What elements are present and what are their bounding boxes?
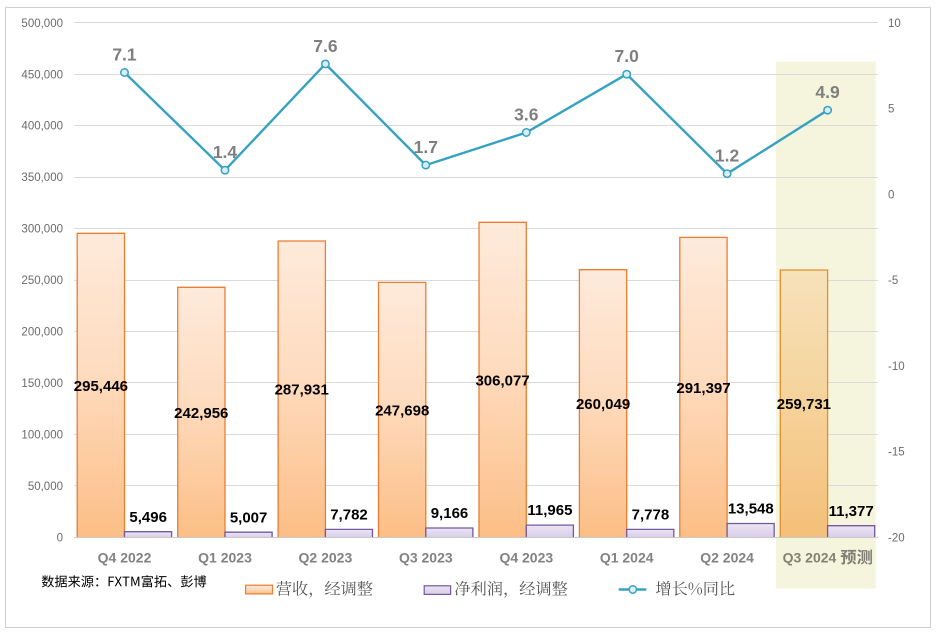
svg-text:7.6: 7.6 — [313, 36, 338, 56]
svg-text:7,778: 7,778 — [632, 507, 670, 524]
svg-text:Q4 2022: Q4 2022 — [98, 549, 152, 565]
svg-text:Q1 2023: Q1 2023 — [198, 549, 252, 565]
svg-text:-10: -10 — [888, 361, 905, 373]
svg-text:13,548: 13,548 — [728, 501, 774, 518]
svg-text:7.1: 7.1 — [112, 44, 137, 64]
svg-text:291,397: 291,397 — [676, 380, 730, 397]
svg-text:0: 0 — [57, 533, 63, 545]
svg-text:306,077: 306,077 — [475, 372, 529, 389]
svg-text:-20: -20 — [888, 533, 905, 545]
svg-text:5,496: 5,496 — [129, 509, 167, 526]
svg-text:5,007: 5,007 — [230, 509, 268, 526]
svg-text:350,000: 350,000 — [21, 172, 63, 184]
svg-text:250,000: 250,000 — [21, 275, 63, 287]
svg-text:9,166: 9,166 — [431, 505, 469, 522]
svg-text:Q2 2024: Q2 2024 — [700, 549, 754, 565]
svg-text:-5: -5 — [888, 275, 898, 287]
svg-text:259,731: 259,731 — [777, 396, 831, 413]
svg-text:1.7: 1.7 — [414, 137, 438, 157]
svg-text:247,698: 247,698 — [375, 402, 429, 419]
svg-text:Q1 2024: Q1 2024 — [600, 549, 654, 565]
svg-text:400,000: 400,000 — [21, 121, 63, 133]
svg-text:1.4: 1.4 — [213, 142, 238, 162]
svg-text:287,931: 287,931 — [275, 382, 329, 399]
svg-text:242,956: 242,956 — [174, 405, 228, 422]
svg-text:295,446: 295,446 — [74, 378, 128, 395]
svg-text:150,000: 150,000 — [21, 378, 63, 390]
svg-text:Q3 2024: Q3 2024 — [783, 549, 837, 565]
svg-text:7.0: 7.0 — [615, 46, 640, 66]
svg-text:3.6: 3.6 — [514, 104, 539, 124]
svg-text:500,000: 500,000 — [21, 18, 63, 30]
svg-text:100,000: 100,000 — [21, 430, 63, 442]
svg-text:11,965: 11,965 — [527, 502, 572, 519]
svg-text:200,000: 200,000 — [21, 327, 63, 339]
svg-text:0: 0 — [888, 189, 894, 201]
svg-text:1.2: 1.2 — [715, 146, 740, 166]
svg-text:50,000: 50,000 — [28, 481, 63, 493]
svg-text:450,000: 450,000 — [21, 69, 63, 81]
svg-text:5: 5 — [888, 104, 894, 116]
svg-text:260,049: 260,049 — [576, 396, 630, 413]
svg-text:300,000: 300,000 — [21, 224, 63, 236]
svg-text:4.9: 4.9 — [815, 82, 840, 102]
svg-text:10: 10 — [888, 18, 901, 30]
svg-text:Q4 2023: Q4 2023 — [499, 549, 553, 565]
svg-text:-15: -15 — [888, 447, 905, 459]
svg-text:Q3 2023: Q3 2023 — [399, 549, 453, 565]
svg-text:Q2 2023: Q2 2023 — [299, 549, 353, 565]
svg-text:11,377: 11,377 — [829, 503, 874, 520]
svg-text:7,782: 7,782 — [330, 507, 368, 524]
